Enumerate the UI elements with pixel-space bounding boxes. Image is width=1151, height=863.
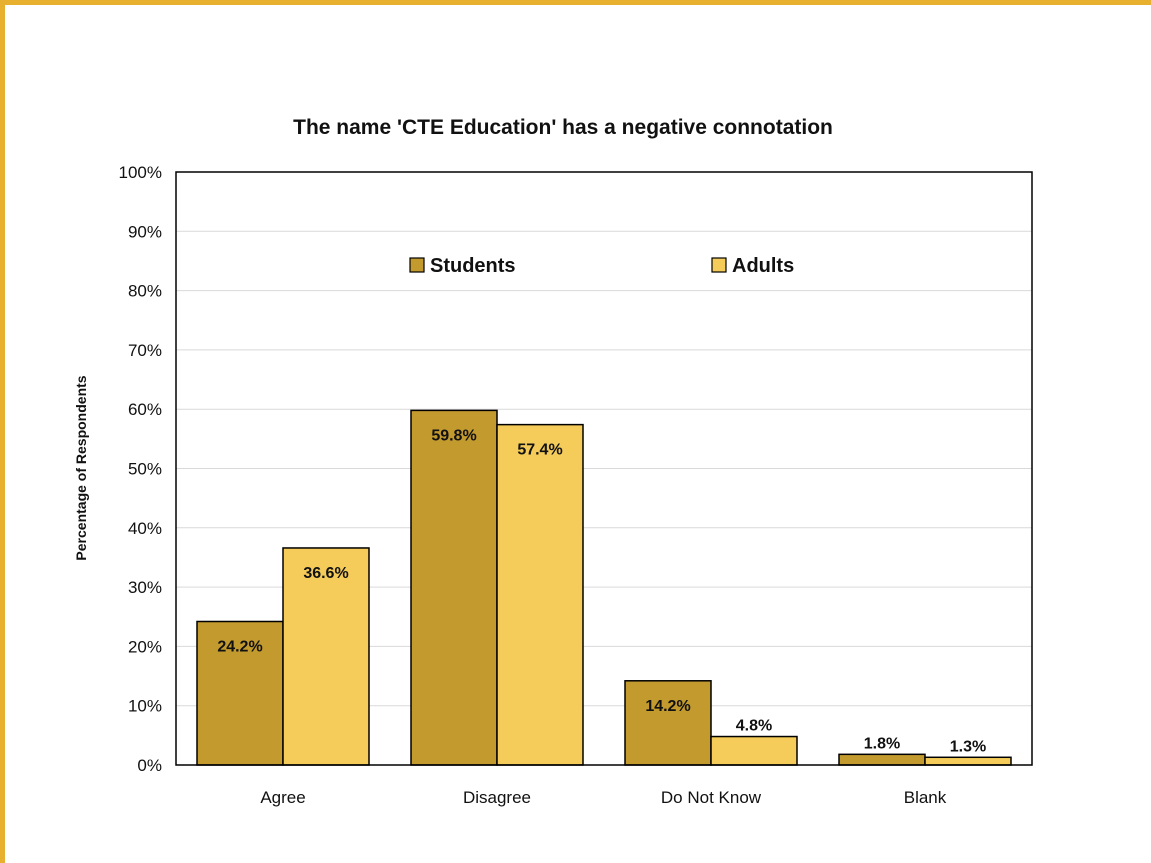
data-label: 1.8% bbox=[864, 735, 900, 752]
bar-students bbox=[838, 753, 926, 766]
y-tick-label: 0% bbox=[137, 756, 162, 775]
y-axis-label: Percentage of Respondents bbox=[73, 375, 89, 560]
frame-top-border bbox=[0, 0, 1151, 5]
bar-students bbox=[624, 680, 712, 766]
y-axis-ticks: 0% 10% 20% 30% 40% 50% 60% 70% 80% 90% 100% bbox=[119, 163, 162, 775]
x-category-label: Disagree bbox=[463, 788, 531, 807]
data-label: 1.3% bbox=[950, 738, 986, 755]
x-category-label: Agree bbox=[260, 788, 305, 807]
data-label: 4.8% bbox=[736, 718, 772, 735]
y-tick-label: 30% bbox=[128, 578, 162, 597]
data-labels: 24.2% 36.6% 59.8% 57.4% 14.2% 4.8% 1.8% 1.3% bbox=[217, 427, 986, 755]
y-tick-label: 60% bbox=[128, 400, 162, 419]
x-axis-categories: Agree Disagree Do Not Know Blank bbox=[260, 788, 946, 807]
bars bbox=[196, 409, 1012, 766]
frame-left-border bbox=[0, 0, 5, 863]
legend-label-adults: Adults bbox=[732, 255, 794, 277]
x-category-label: Do Not Know bbox=[661, 788, 762, 807]
legend-label-students: Students bbox=[430, 255, 516, 277]
data-label: 57.4% bbox=[517, 442, 562, 459]
bar-students bbox=[410, 409, 498, 766]
legend: Students Adults bbox=[409, 255, 794, 277]
data-label: 59.8% bbox=[431, 427, 476, 444]
y-tick-label: 80% bbox=[128, 282, 162, 301]
y-tick-label: 50% bbox=[128, 460, 162, 479]
plot-area-border bbox=[175, 171, 1033, 766]
x-category-label: Blank bbox=[904, 788, 947, 807]
data-label: 36.6% bbox=[303, 565, 348, 582]
bar-adults bbox=[924, 756, 1012, 766]
y-tick-label: 90% bbox=[128, 222, 162, 241]
y-tick-label: 100% bbox=[119, 163, 162, 182]
chart-title: The name 'CTE Education' has a negative … bbox=[293, 116, 833, 139]
legend-swatch-students bbox=[409, 257, 425, 273]
y-tick-label: 70% bbox=[128, 341, 162, 360]
gridlines bbox=[176, 230, 1032, 707]
y-tick-label: 10% bbox=[128, 697, 162, 716]
bar-adults bbox=[282, 547, 370, 766]
bar-adults bbox=[710, 735, 798, 766]
data-label: 24.2% bbox=[217, 638, 262, 655]
y-tick-label: 20% bbox=[128, 637, 162, 656]
bar-adults bbox=[496, 423, 584, 766]
y-tick-label: 40% bbox=[128, 519, 162, 538]
data-label: 14.2% bbox=[645, 698, 690, 715]
legend-swatch-adults bbox=[711, 257, 727, 273]
